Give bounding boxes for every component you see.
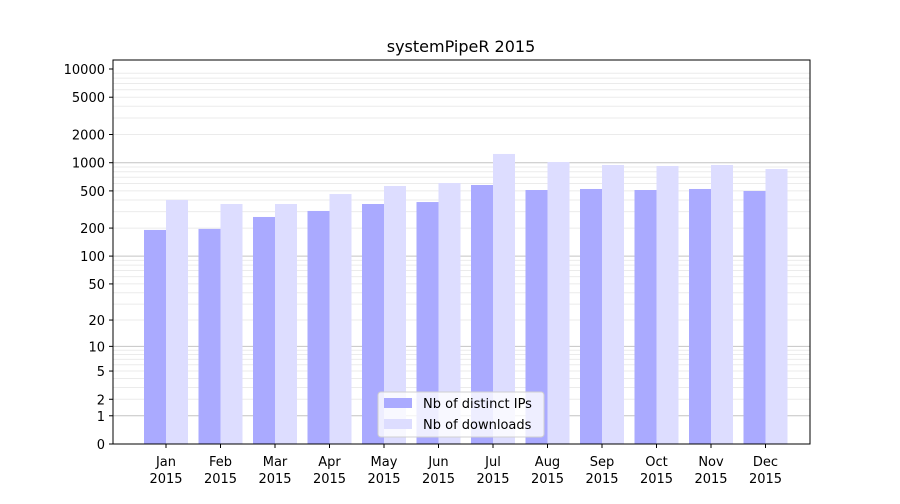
x-tick-label-year: 2015 — [422, 472, 455, 487]
y-tick-label: 200 — [80, 222, 105, 237]
x-tick-label-month: Jan — [155, 455, 176, 470]
bar-downloads — [438, 183, 461, 444]
legend-swatch — [384, 419, 412, 429]
y-tick-label: 5000 — [72, 91, 105, 106]
bar-downloads — [384, 185, 406, 444]
x-tick-label-year: 2015 — [313, 472, 346, 487]
legend-label: Nb of distinct IPs — [423, 397, 532, 412]
legend-swatch — [384, 398, 412, 408]
bar-distinct-ips — [307, 210, 330, 444]
x-tick-label-month: Jul — [484, 455, 501, 470]
y-tick-label: 5 — [97, 365, 105, 380]
bar-downloads — [329, 194, 352, 444]
bar-downloads — [602, 165, 624, 444]
bar-downloads — [656, 166, 679, 444]
y-tick-label: 50 — [88, 278, 105, 293]
y-tick-label: 10 — [88, 340, 105, 355]
bar-distinct-ips — [416, 202, 439, 444]
bar-downloads — [220, 204, 243, 444]
x-tick-label-year: 2015 — [640, 472, 673, 487]
x-tick-label-month: Jun — [427, 455, 448, 470]
x-tick-label-year: 2015 — [204, 472, 237, 487]
y-axis: 0 1 2 5 10 20 50 100 200 500 1000 2000 5000 10000 — [64, 63, 113, 453]
y-tick-label: 100 — [80, 250, 105, 265]
bars — [144, 153, 788, 445]
legend-box — [377, 391, 545, 438]
x-tick-label-month: Dec — [753, 455, 778, 470]
x-tick-label-year: 2015 — [749, 472, 782, 487]
x-tick-label-year: 2015 — [585, 472, 618, 487]
bar-distinct-ips — [634, 190, 657, 444]
x-tick-label-month: Mar — [263, 455, 288, 470]
plot-frame — [112, 59, 811, 445]
bar-downloads — [166, 199, 188, 444]
legend-label: Nb of downloads — [423, 418, 532, 433]
bar-distinct-ips — [689, 188, 711, 444]
y-tick-label: 2000 — [72, 129, 105, 144]
bar-downloads — [275, 204, 297, 444]
bar-distinct-ips — [198, 228, 221, 444]
x-tick-label-month: Apr — [318, 455, 341, 470]
bar-downloads — [547, 162, 570, 444]
x-tick-label-month: May — [371, 455, 398, 470]
x-tick-label-year: 2015 — [149, 472, 182, 487]
y-tick-label: 2 — [97, 393, 105, 408]
bar-downloads — [765, 168, 788, 444]
bar-distinct-ips — [362, 204, 384, 444]
x-tick-label-month: Feb — [209, 455, 232, 470]
x-axis: Jan 2015 Feb 2015 Mar 2015 Apr 2015 May 2015 Jun 20… — [149, 444, 782, 487]
bar-distinct-ips — [743, 190, 766, 444]
chart-title: systemPipeR 2015 — [387, 37, 536, 56]
y-tick-label: 1 — [97, 410, 105, 425]
bar-downloads — [711, 165, 733, 444]
y-tick-label: 20 — [88, 314, 105, 329]
x-tick-label-month: Nov — [698, 455, 724, 470]
y-tick-label: 1000 — [72, 157, 105, 172]
y-tick-label: 10000 — [64, 63, 105, 78]
bar-distinct-ips — [471, 185, 493, 444]
bar-distinct-ips — [525, 190, 548, 444]
x-tick-label-month: Aug — [535, 455, 560, 470]
bar-distinct-ips — [580, 188, 602, 444]
bar-distinct-ips — [144, 229, 166, 444]
y-tick-label: 0 — [97, 438, 105, 453]
y-tick-label: 500 — [80, 185, 105, 200]
x-tick-label-year: 2015 — [694, 472, 727, 487]
bar-downloads — [493, 153, 515, 445]
x-tick-label-year: 2015 — [531, 472, 564, 487]
bar-distinct-ips — [253, 216, 275, 444]
x-tick-label-year: 2015 — [258, 472, 291, 487]
x-tick-label-month: Oct — [645, 455, 667, 470]
x-tick-label-month: Sep — [590, 455, 615, 470]
x-tick-label-year: 2015 — [476, 472, 509, 487]
legend: Nb of distinct IPs Nb of downloads — [377, 391, 545, 438]
x-tick-label-year: 2015 — [367, 472, 400, 487]
